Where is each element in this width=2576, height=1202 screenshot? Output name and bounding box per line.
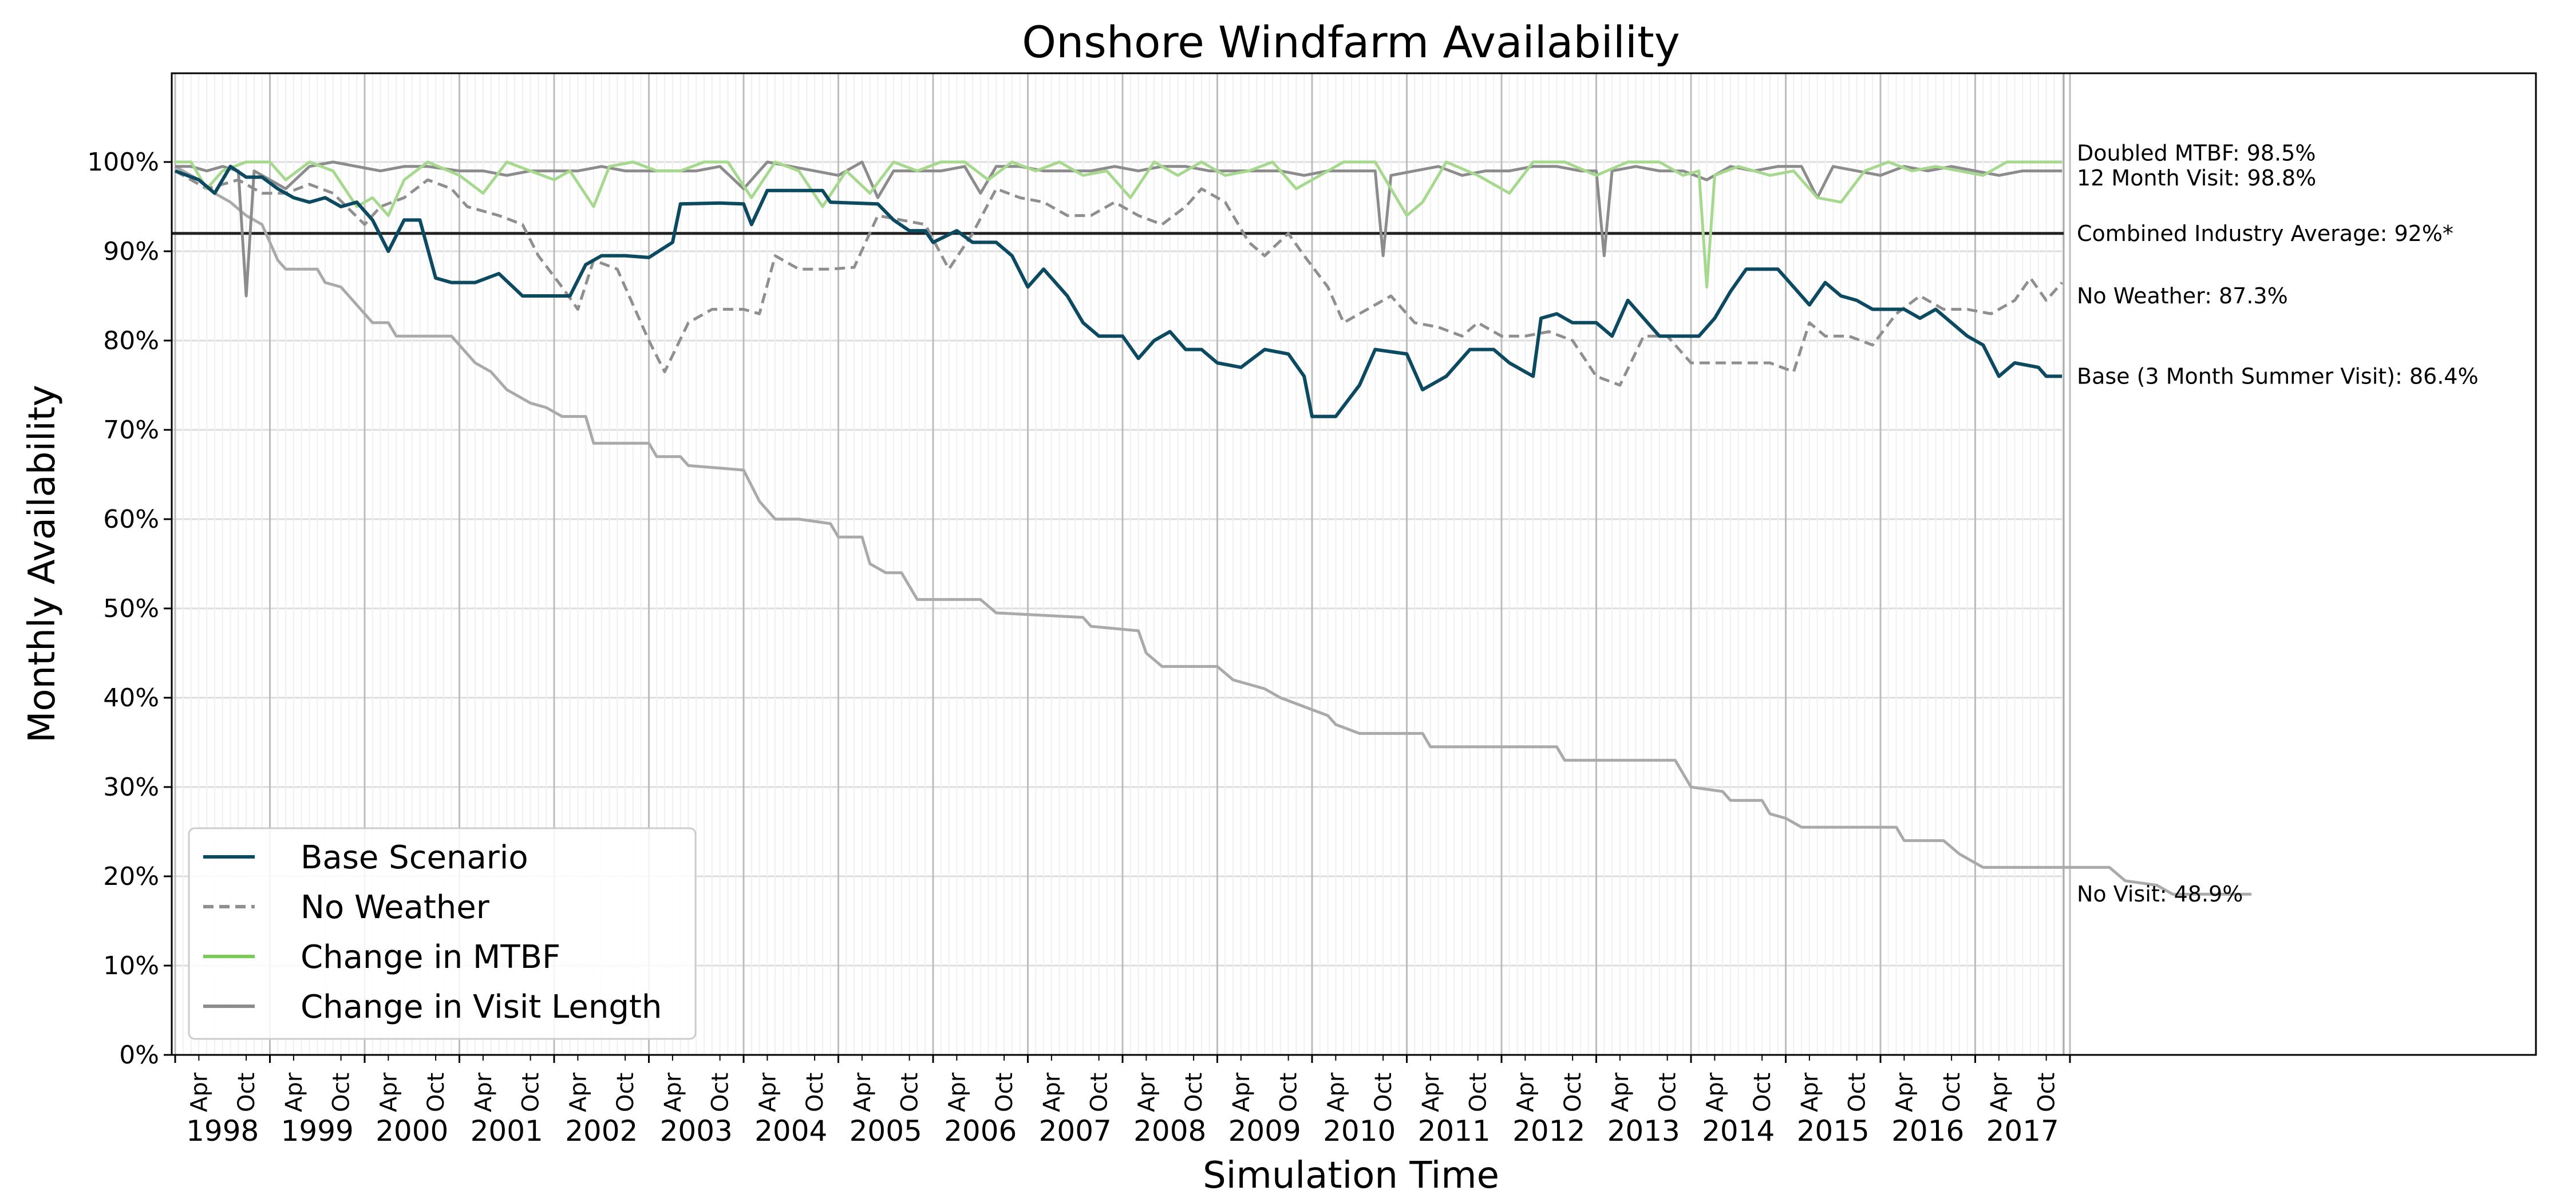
month-tick-label: Apr <box>850 1072 876 1112</box>
legend-box <box>188 827 697 1040</box>
month-tick-label: Apr <box>754 1072 781 1112</box>
month-tick-label: Oct <box>1465 1073 1492 1112</box>
legend-label: Change in MTBF <box>301 939 560 976</box>
month-tick-label: Oct <box>802 1073 828 1112</box>
year-tick-label: 2016 <box>1891 1114 1964 1148</box>
month-tick-label: Apr <box>1891 1072 1918 1112</box>
month-tick-label: Oct <box>613 1073 639 1112</box>
y-tick-label: 20% <box>103 862 159 891</box>
legend-label: No Weather <box>301 889 490 926</box>
year-tick-label: 2015 <box>1797 1114 1870 1148</box>
month-tick-label: Oct <box>1560 1073 1586 1112</box>
month-tick-label: Oct <box>1939 1073 1965 1112</box>
y-tick-label: 100% <box>87 148 159 177</box>
month-tick-label: Oct <box>1276 1073 1302 1112</box>
month-tick-label: Apr <box>660 1072 686 1112</box>
series-line-change-in-visit-length <box>175 160 2063 298</box>
legend-label: Base Scenario <box>301 839 528 876</box>
month-tick-label: Apr <box>1607 1072 1634 1112</box>
y-tick-label: 80% <box>103 326 159 355</box>
month-tick-label: Apr <box>944 1072 970 1112</box>
month-tick-label: Apr <box>281 1072 307 1112</box>
y-tick-label: 70% <box>103 416 159 445</box>
annotation-label: No Weather: 87.3% <box>2077 283 2288 309</box>
month-tick-label: Apr <box>1039 1072 1065 1112</box>
y-tick-label: 40% <box>103 683 159 713</box>
month-tick-label: Apr <box>1512 1072 1539 1112</box>
annotation-label: Doubled MTBF: 98.5% <box>2077 140 2316 165</box>
y-tick-label: 50% <box>103 594 159 623</box>
year-tick-label: 1999 <box>281 1114 354 1148</box>
year-tick-label: 2001 <box>471 1114 543 1148</box>
month-tick-label: Oct <box>897 1073 923 1112</box>
y-axis-ticks: 0% 10% 20% 30% 40% 50% 60% 70% 80% 90% 100% <box>87 148 172 1070</box>
year-tick-label: 2014 <box>1702 1114 1775 1148</box>
annotation-label: Base (3 Month Summer Visit): 86.4% <box>2077 363 2479 389</box>
x-axis-label: Simulation Time <box>1203 1154 1499 1197</box>
month-tick-label: Apr <box>1323 1072 1349 1112</box>
month-tick-label: Oct <box>708 1073 734 1112</box>
month-tick-label: Apr <box>186 1072 212 1112</box>
legend-label: Change in Visit Length <box>301 989 662 1026</box>
month-tick-label: Oct <box>329 1073 355 1112</box>
year-tick-label: 2009 <box>1228 1114 1301 1148</box>
month-tick-label: Oct <box>1370 1073 1397 1112</box>
year-tick-label: 2007 <box>1039 1114 1112 1148</box>
month-tick-label: Apr <box>1228 1072 1255 1112</box>
annotation-label: 12 Month Visit: 98.8% <box>2077 165 2316 191</box>
year-tick-label: 2004 <box>754 1114 827 1148</box>
month-tick-label: Oct <box>2034 1073 2060 1112</box>
year-tick-label: 2013 <box>1607 1114 1680 1148</box>
month-tick-label: Oct <box>1749 1073 1776 1112</box>
year-tick-label: 2008 <box>1133 1114 1206 1148</box>
annotations: Doubled MTBF: 98.5%12 Month Visit: 98.8%… <box>2077 140 2479 907</box>
month-tick-label: Oct <box>234 1073 260 1112</box>
year-tick-label: 2000 <box>376 1114 448 1148</box>
month-tick-label: Oct <box>1181 1073 1207 1112</box>
y-tick-label: 0% <box>119 1041 159 1070</box>
month-tick-label: Oct <box>991 1073 1018 1112</box>
series-line-base-scenario <box>174 164 2063 418</box>
month-tick-label: Apr <box>1418 1072 1444 1112</box>
year-tick-label: 2010 <box>1323 1114 1396 1148</box>
series-line-no-visit <box>174 165 2252 896</box>
month-tick-label: Oct <box>1655 1073 1681 1112</box>
year-tick-label: 2011 <box>1418 1114 1491 1148</box>
y-tick-label: 10% <box>103 951 159 980</box>
month-tick-label: Apr <box>1986 1072 2013 1112</box>
plot-frame <box>171 72 2537 1056</box>
month-tick-label: Oct <box>518 1073 544 1112</box>
year-tick-label: 2003 <box>660 1114 733 1148</box>
y-tick-label: 30% <box>103 773 159 802</box>
year-tick-label: 2006 <box>944 1114 1017 1148</box>
annotation-label: Combined Industry Average: 92%* <box>2077 221 2453 246</box>
year-tick-label: 2017 <box>1986 1114 2059 1148</box>
series-lines <box>174 160 2252 896</box>
y-tick-label: 60% <box>103 505 159 534</box>
series-line-no-weather <box>174 169 2064 387</box>
month-tick-label: Oct <box>423 1073 449 1112</box>
series-line-change-in-mtbf <box>175 160 2063 288</box>
month-tick-label: Apr <box>376 1072 402 1112</box>
chart-title: Onshore Windfarm Availability <box>1022 17 1680 68</box>
y-tick-label: 90% <box>103 237 159 266</box>
month-tick-label: Oct <box>1086 1073 1113 1112</box>
legend: Base Scenario No Weather Change in MTBF Cha… <box>188 827 697 1040</box>
annotation-label: No Visit: 48.9% <box>2077 881 2243 907</box>
year-tick-label: 2012 <box>1512 1114 1585 1148</box>
month-tick-label: Apr <box>1133 1072 1160 1112</box>
year-tick-label: 2005 <box>850 1114 922 1148</box>
month-tick-label: Oct <box>1844 1073 1871 1112</box>
year-tick-label: 2002 <box>565 1114 638 1148</box>
month-tick-label: Apr <box>1797 1072 1823 1112</box>
year-tick-label: 1998 <box>186 1114 259 1148</box>
month-tick-label: Apr <box>565 1072 591 1112</box>
month-tick-label: Apr <box>1702 1072 1728 1112</box>
month-tick-label: Apr <box>471 1072 497 1112</box>
y-axis-label: Monthly Availability <box>21 385 64 742</box>
